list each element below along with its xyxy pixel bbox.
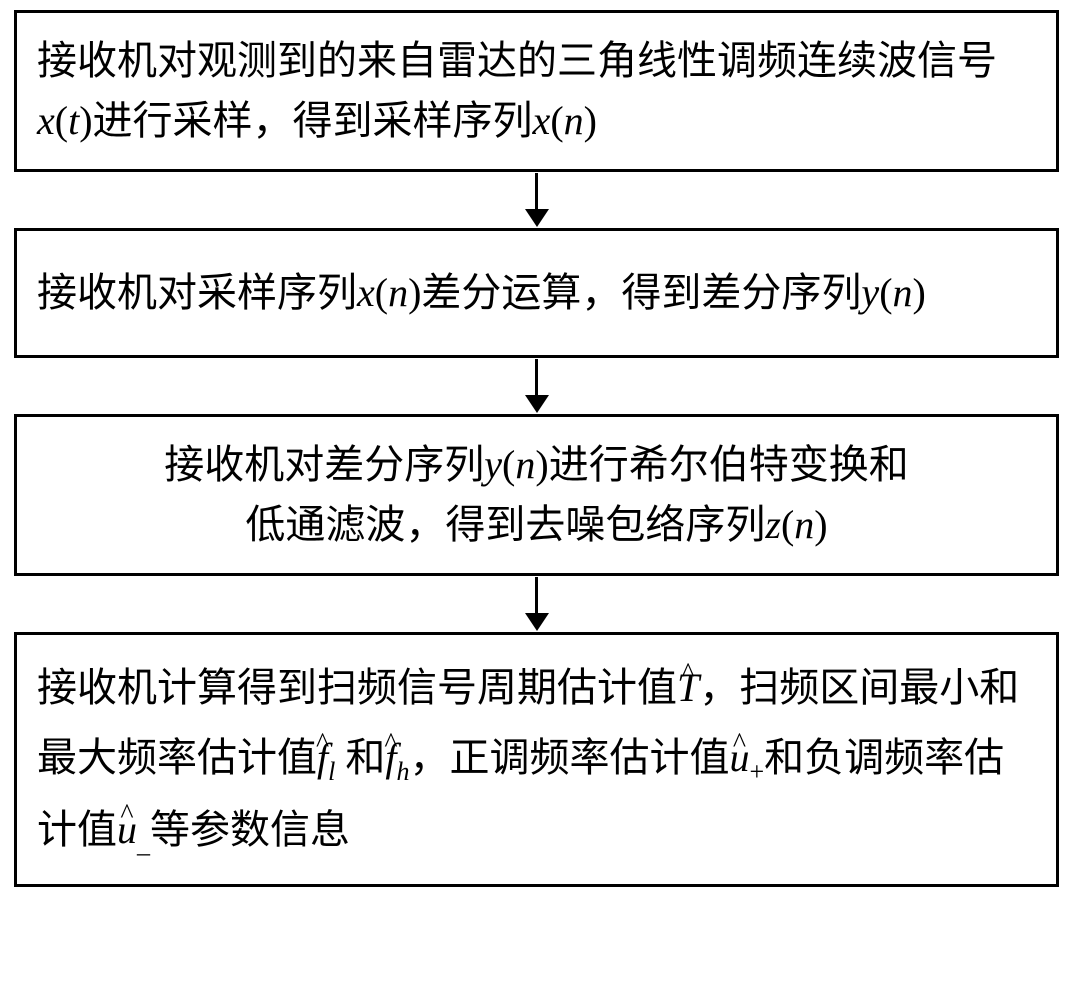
step3-paren-2: ) (535, 442, 548, 487)
step3-l2-t1: 低通滤波，得到去噪包络序列 (245, 502, 765, 547)
step1-paren-3: ( (550, 98, 563, 143)
arrow-1-line (535, 173, 538, 209)
step1-content: 接收机对观测到的来自雷达的三角线性调频连续波信号x(t)进行采样，得到采样序列x… (37, 31, 1036, 151)
step1-var-n: n (564, 98, 584, 143)
arrow-2-head (525, 395, 549, 413)
step1-paren-1: ( (55, 98, 68, 143)
step3-var-y: y (484, 442, 502, 487)
step3-content: 接收机对差分序列y(n)进行希尔伯特变换和 低通滤波，得到去噪包络序列z(n) (37, 435, 1036, 555)
step4-sub-plus: + (749, 757, 764, 786)
flowchart-step-2: 接收机对采样序列x(n)差分运算，得到差分序列y(n) (14, 228, 1059, 358)
step3-var-n1: n (515, 442, 535, 487)
step1-text-2: 进行采样，得到采样序列 (93, 98, 533, 143)
step2-content: 接收机对采样序列x(n)差分运算，得到差分序列y(n) (37, 263, 1036, 323)
step4-hat-u2: ^u (117, 795, 137, 865)
step4-sub-h: h (396, 757, 409, 786)
step4-hat-fl: ^f (317, 723, 328, 793)
step3-var-z: z (765, 502, 781, 547)
step1-paren-4: ) (584, 98, 597, 143)
step3-paren-3: ( (781, 502, 794, 547)
step4-hat-u1: ^u (729, 723, 749, 793)
hat-mark-icon: ^ (682, 649, 695, 698)
arrow-1 (525, 172, 549, 228)
arrow-1-head (525, 209, 549, 227)
step4-hat-T: ^T (677, 653, 699, 723)
step1-paren-2: ) (79, 98, 92, 143)
step3-paren-1: ( (502, 442, 515, 487)
arrow-3 (525, 576, 549, 632)
hat-mark-icon: ^ (120, 790, 133, 839)
step2-var-n2: n (893, 270, 913, 315)
step3-l1-t1: 接收机对差分序列 (164, 442, 484, 487)
flowchart-step-3: 接收机对差分序列y(n)进行希尔伯特变换和 低通滤波，得到去噪包络序列z(n) (14, 414, 1059, 576)
step4-s1: 接收机计算得到扫频信号周期估计值 (37, 665, 677, 710)
step4-sub-minus: _ (137, 829, 150, 858)
step2-paren-1: ( (375, 270, 388, 315)
arrow-2 (525, 358, 549, 414)
step1-text-1: 接收机对观测到的来自雷达的三角线性调频连续波信号 (37, 38, 997, 83)
step1-var-t: t (68, 98, 79, 143)
arrow-2-line (535, 359, 538, 395)
step2-var-n1: n (388, 270, 408, 315)
flowchart-step-1: 接收机对观测到的来自雷达的三角线性调频连续波信号x(t)进行采样，得到采样序列x… (14, 10, 1059, 172)
step2-text-1: 接收机对采样序列 (37, 270, 357, 315)
hat-mark-icon: ^ (316, 719, 329, 768)
step4-hat-fh: ^f (385, 723, 396, 793)
step2-paren-2: ) (408, 270, 421, 315)
step2-paren-4: ) (913, 270, 926, 315)
flowchart-container: 接收机对观测到的来自雷达的三角线性调频连续波信号x(t)进行采样，得到采样序列x… (10, 10, 1063, 887)
step2-var-x: x (357, 270, 375, 315)
step2-paren-3: ( (879, 270, 892, 315)
arrow-3-head (525, 613, 549, 631)
step1-var-x1: x (37, 98, 55, 143)
step2-text-2: 差分运算，得到差分序列 (421, 270, 861, 315)
flowchart-step-4: 接收机计算得到扫频信号周期估计值^T，扫频区间最小和最大频率估计值^fl 和^f… (14, 632, 1059, 887)
step4-s4: ，正调频率估计值 (409, 735, 729, 780)
step4-s6: 等参数信息 (150, 807, 350, 852)
step1-var-x2: x (533, 98, 551, 143)
hat-mark-icon: ^ (384, 719, 397, 768)
step3-var-n2: n (794, 502, 814, 547)
step3-paren-4: ) (814, 502, 827, 547)
step4-content: 接收机计算得到扫频信号周期估计值^T，扫频区间最小和最大频率估计值^fl 和^f… (37, 653, 1036, 866)
arrow-3-line (535, 577, 538, 613)
step4-s3: 和 (335, 735, 385, 780)
hat-mark-icon: ^ (733, 719, 746, 768)
step2-var-y: y (861, 270, 879, 315)
step3-l1-t2: 进行希尔伯特变换和 (549, 442, 909, 487)
